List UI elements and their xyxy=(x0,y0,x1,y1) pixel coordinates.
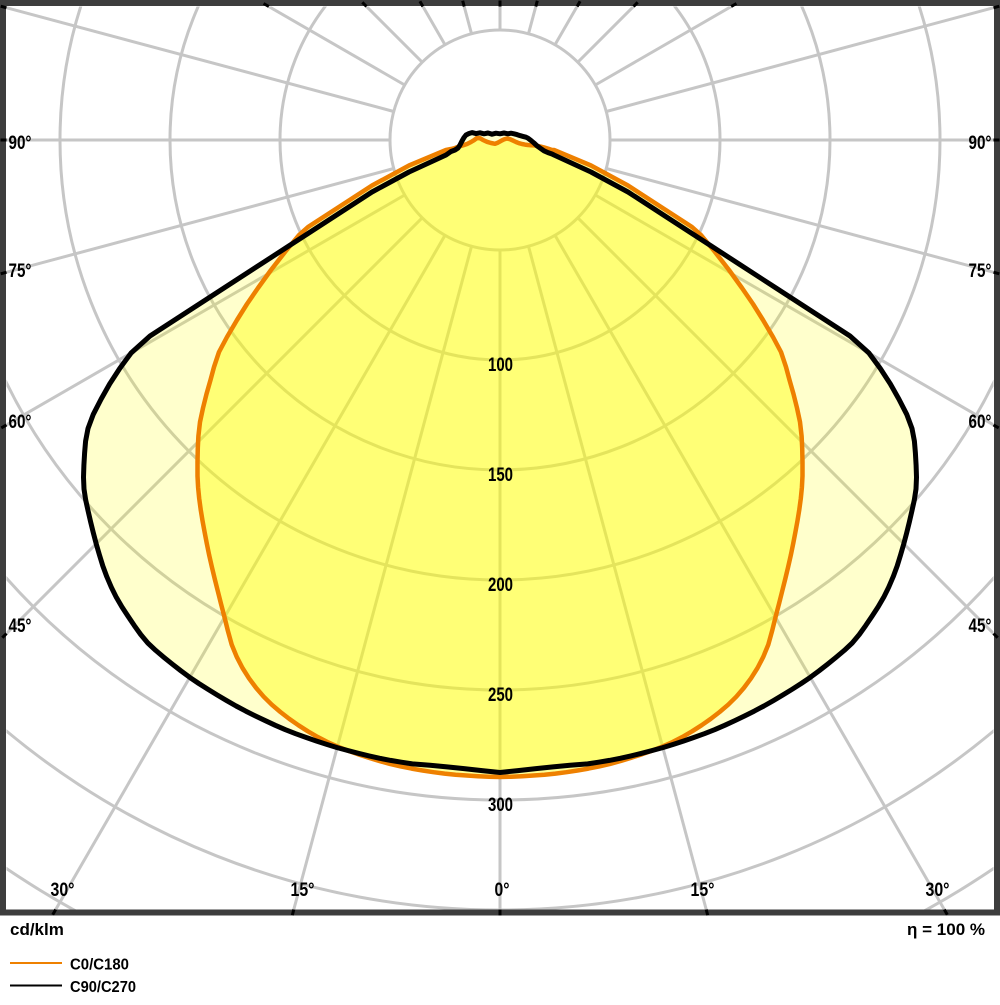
svg-text:30°: 30° xyxy=(926,880,950,901)
svg-text:15°: 15° xyxy=(691,880,715,901)
svg-text:45°: 45° xyxy=(969,616,992,637)
svg-text:60°: 60° xyxy=(9,412,32,433)
svg-text:45°: 45° xyxy=(9,616,32,637)
svg-text:60°: 60° xyxy=(969,412,992,433)
svg-text:90°: 90° xyxy=(9,133,32,154)
svg-text:15°: 15° xyxy=(291,880,315,901)
svg-text:75°: 75° xyxy=(9,261,32,282)
svg-text:250: 250 xyxy=(488,685,513,706)
svg-text:300: 300 xyxy=(488,795,513,816)
svg-text:30°: 30° xyxy=(51,880,75,901)
svg-text:90°: 90° xyxy=(969,133,992,154)
svg-text:75°: 75° xyxy=(969,261,992,282)
svg-text:η = 100 %: η = 100 % xyxy=(907,920,985,939)
svg-text:200: 200 xyxy=(488,575,513,596)
svg-text:0°: 0° xyxy=(495,880,510,901)
svg-text:150: 150 xyxy=(488,465,513,486)
svg-text:cd/klm: cd/klm xyxy=(10,920,64,939)
svg-text:C0/C180: C0/C180 xyxy=(70,957,129,974)
svg-text:100: 100 xyxy=(488,355,513,376)
svg-text:C90/C270: C90/C270 xyxy=(70,979,136,996)
